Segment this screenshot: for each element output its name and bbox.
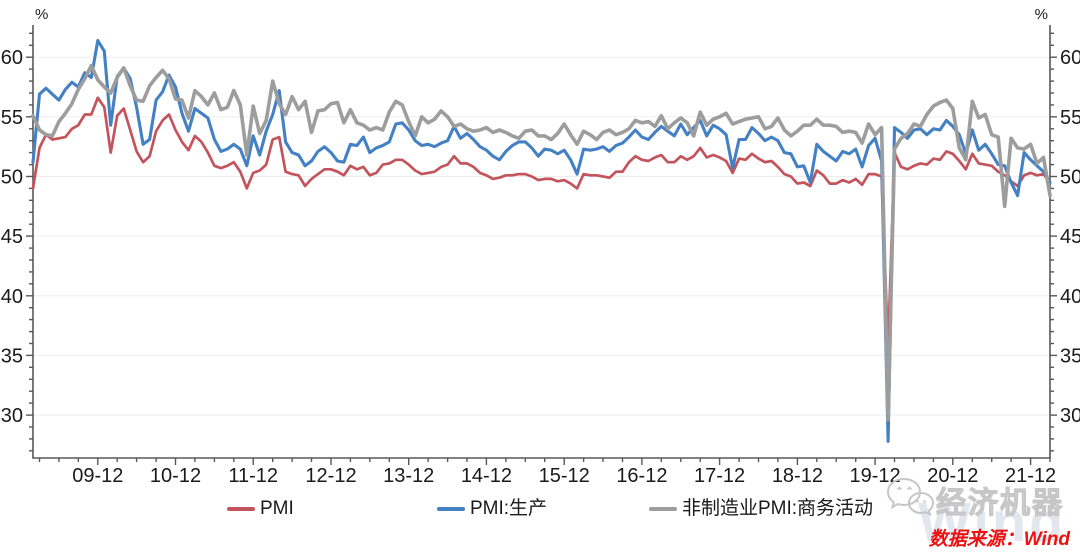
wind-watermark: Wind — [918, 490, 1067, 553]
svg-text:18-12: 18-12 — [772, 465, 823, 487]
svg-text:17-12: 17-12 — [694, 465, 745, 487]
svg-text:21-12: 21-12 — [1005, 465, 1056, 487]
svg-text:14-12: 14-12 — [461, 465, 512, 487]
svg-text:45: 45 — [1, 226, 23, 248]
svg-text:11-12: 11-12 — [228, 465, 278, 487]
legend-swatch-pmi — [227, 507, 255, 511]
legend-swatch-pmi-production — [437, 507, 465, 511]
svg-text:60: 60 — [1, 47, 23, 69]
svg-text:40: 40 — [1060, 286, 1080, 308]
svg-text:09-12: 09-12 — [72, 465, 123, 487]
svg-text:50: 50 — [1060, 166, 1080, 188]
legend-item-pmi: PMI — [227, 499, 294, 519]
svg-text:10-12: 10-12 — [150, 465, 201, 487]
svg-text:60: 60 — [1060, 47, 1080, 69]
wechat-bubbles-icon — [886, 477, 935, 517]
legend-label-nonmfg-business: 非制造业PMI:商务活动 — [682, 498, 874, 519]
brand-watermark-text: 经济机器 — [936, 487, 1064, 521]
legend-item-pmi-production: PMI:生产 — [437, 499, 547, 519]
svg-text:13-12: 13-12 — [383, 465, 434, 487]
legend-item-nonmfg-business: 非制造业PMI:商务活动 — [649, 499, 873, 519]
svg-text:%: % — [1035, 6, 1048, 23]
legend-swatch-nonmfg-business — [649, 507, 677, 511]
legend-label-pmi-production: PMI:生产 — [470, 498, 548, 519]
svg-text:12-12: 12-12 — [305, 465, 356, 487]
svg-text:55: 55 — [1, 107, 23, 129]
svg-text:20-12: 20-12 — [927, 465, 978, 487]
svg-text:50: 50 — [1, 166, 23, 188]
svg-text:30: 30 — [1, 405, 23, 427]
svg-text:%: % — [35, 6, 48, 23]
svg-text:16-12: 16-12 — [616, 465, 667, 487]
svg-text:30: 30 — [1060, 405, 1080, 427]
legend-label-pmi: PMI — [260, 498, 294, 519]
svg-text:15-12: 15-12 — [539, 465, 590, 487]
svg-text:19-12: 19-12 — [850, 465, 901, 487]
svg-text:55: 55 — [1060, 107, 1080, 129]
svg-text:40: 40 — [1, 286, 23, 308]
svg-text:35: 35 — [1060, 345, 1080, 367]
svg-text:35: 35 — [1, 345, 23, 367]
svg-text:45: 45 — [1060, 226, 1080, 248]
data-source-label: 数据来源：Wind — [928, 529, 1070, 550]
